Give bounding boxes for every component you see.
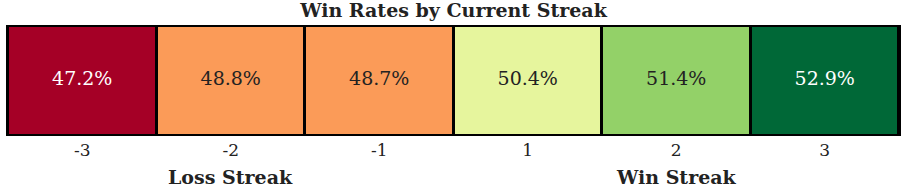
svg-text:51.4%: 51.4% <box>646 67 706 89</box>
svg-text:48.8%: 48.8% <box>201 67 261 89</box>
svg-text:50.4%: 50.4% <box>498 67 558 89</box>
svg-text:-3: -3 <box>74 140 91 160</box>
svg-text:48.7%: 48.7% <box>349 67 409 89</box>
svg-text:47.2%: 47.2% <box>52 67 112 89</box>
svg-text:Win Rates by Current Streak: Win Rates by Current Streak <box>299 0 607 21</box>
svg-text:-1: -1 <box>371 140 388 160</box>
svg-text:-2: -2 <box>222 140 239 160</box>
svg-text:1: 1 <box>522 140 533 160</box>
svg-text:Win Streak: Win Streak <box>616 166 737 188</box>
svg-text:52.9%: 52.9% <box>795 67 855 89</box>
svg-text:Loss Streak: Loss Streak <box>168 166 293 188</box>
svg-text:2: 2 <box>671 140 682 160</box>
svg-text:3: 3 <box>819 140 830 160</box>
